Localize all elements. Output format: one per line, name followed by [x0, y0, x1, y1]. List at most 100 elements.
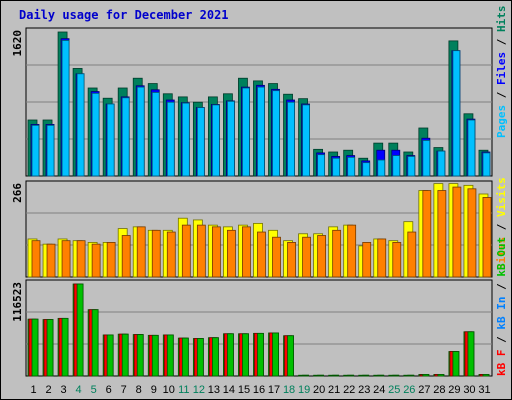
- kb-out-front-bar: [377, 374, 385, 377]
- kb-out-front-bar: [76, 283, 84, 377]
- legend-sites: Sites: [495, 237, 508, 270]
- kb-out-front-bar: [287, 335, 294, 377]
- sites-bar: [196, 224, 206, 278]
- sites-bar: [91, 243, 101, 278]
- pages-bar: [467, 119, 476, 177]
- day-label: 9: [151, 384, 157, 396]
- pages-bar: [106, 103, 115, 177]
- day-label: 17: [268, 384, 280, 396]
- day-label: 2: [45, 384, 51, 396]
- day-label: 13: [208, 384, 220, 396]
- chart-title: Daily usage for December 2021: [19, 8, 229, 22]
- sites-bar: [257, 231, 266, 278]
- kb-out-front-bar: [332, 374, 340, 377]
- day-label: 4: [76, 384, 82, 396]
- sites-bar: [392, 242, 402, 278]
- pages-bar: [377, 159, 386, 177]
- pages-bar: [392, 155, 401, 177]
- kb-out-front-bar: [452, 351, 460, 377]
- pages-bar: [482, 152, 491, 177]
- sites-bar: [407, 231, 417, 278]
- day-label: 29: [448, 384, 460, 396]
- day-label: 10: [163, 384, 175, 396]
- sites-bar: [482, 197, 492, 278]
- sites-bar: [242, 226, 251, 278]
- legend-kb-in: kB In: [495, 297, 508, 330]
- pages-bar: [227, 100, 235, 177]
- kb-out-front-bar: [302, 374, 309, 377]
- day-label: 14: [223, 384, 235, 396]
- pages-bar: [181, 102, 190, 177]
- sites-bar: [287, 242, 296, 278]
- day-label: 23: [358, 384, 370, 396]
- kb-out-front-bar: [61, 317, 69, 377]
- hits-legend: Pages / Files / Hits: [495, 6, 508, 139]
- kb-out-front-bar: [166, 334, 174, 377]
- kb-out-front-bar: [272, 332, 279, 377]
- sites-bar: [61, 240, 71, 278]
- kb-out-front-bar: [362, 374, 370, 377]
- day-label: 6: [106, 384, 112, 396]
- sites-bar: [31, 240, 41, 278]
- kb-out-front-bar: [91, 309, 99, 377]
- sites-bar: [166, 231, 176, 278]
- legend-visits: Visits: [495, 177, 508, 217]
- legend-kb-f: kB F: [495, 350, 508, 377]
- sites-bar: [272, 236, 281, 278]
- pages-bar: [407, 156, 416, 177]
- kb-out-front-bar: [227, 333, 234, 377]
- kb-out-front-bar: [106, 334, 114, 377]
- day-label: 24: [373, 384, 385, 396]
- day-label: 15: [238, 384, 250, 396]
- kb-out-front-bar: [196, 338, 204, 377]
- legend-hits: Hits: [495, 6, 508, 33]
- pages-bar: [91, 92, 100, 177]
- day-label: 31: [478, 384, 490, 396]
- day-label: 5: [91, 384, 97, 396]
- day-label: 28: [433, 384, 445, 396]
- sites-bar: [76, 240, 86, 278]
- day-label: 11: [178, 384, 189, 396]
- day-label: 7: [121, 384, 127, 396]
- sites-bar: [317, 235, 327, 278]
- pages-bar: [211, 104, 220, 177]
- pages-bar: [347, 156, 356, 177]
- sites-panel-ymax-label: 266: [11, 183, 24, 203]
- kb-out-front-bar: [121, 333, 129, 377]
- kb-out-front-bar: [317, 374, 325, 377]
- day-label: 19: [298, 384, 310, 396]
- pages-bar: [61, 40, 70, 177]
- pages-bar: [151, 92, 160, 177]
- pages-bar: [272, 90, 280, 177]
- pages-bar: [452, 50, 461, 177]
- pages-bar: [76, 73, 85, 177]
- legend-files: Files: [495, 52, 508, 85]
- sites-bar: [467, 188, 477, 278]
- sites-bar: [121, 235, 131, 278]
- day-label: 21: [328, 384, 340, 396]
- day-label: 18: [283, 384, 295, 396]
- sites-bar: [106, 242, 116, 278]
- day-label: 16: [253, 384, 265, 396]
- kb-out-front-bar: [257, 332, 264, 377]
- sites-legend: Sites / Visits: [495, 177, 508, 270]
- day-label: 22: [343, 384, 355, 396]
- day-label: 12: [193, 384, 205, 396]
- kb-out-front-bar: [242, 333, 249, 377]
- kb-out-front-bar: [46, 319, 54, 377]
- pages-bar: [287, 101, 295, 177]
- kbytes-panel-ymax-label: 116523: [11, 282, 24, 322]
- kb-out-front-bar: [422, 374, 430, 377]
- kb-out-front-bar: [31, 318, 39, 377]
- sites-bar: [227, 229, 236, 278]
- day-label: 1: [30, 384, 36, 396]
- pages-bar: [362, 162, 371, 177]
- pages-bar: [166, 101, 175, 177]
- kb-out-front-bar: [407, 374, 415, 377]
- kbytes-legend: kB F / kB In / kB Out: [495, 237, 508, 376]
- pages-bar: [257, 86, 265, 177]
- pages-bar: [242, 87, 250, 177]
- sites-bar: [377, 238, 387, 278]
- pages-bar: [302, 104, 310, 177]
- sites-bar: [302, 236, 311, 278]
